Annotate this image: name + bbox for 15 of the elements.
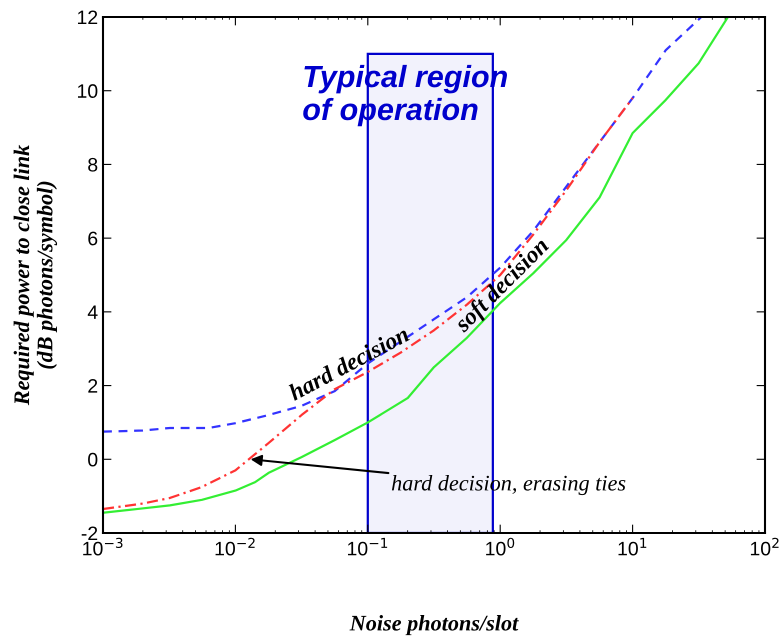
x-tick-label: 10$^{0}$ bbox=[486, 538, 514, 556]
y-tick-label: 12 bbox=[78, 10, 98, 24]
y-tick-label: 4 bbox=[88, 306, 98, 319]
x-tick-label: 10$^{−2}$ bbox=[216, 538, 255, 556]
x-axis-title: Noise photons/slot bbox=[350, 615, 519, 636]
x-tick-label: 10$^{1}$ bbox=[618, 538, 646, 556]
y-tick-label: -2 bbox=[82, 526, 98, 540]
y-tick-label: 10 bbox=[78, 84, 98, 98]
y-tick-label: 6 bbox=[88, 232, 98, 246]
y-tick-label: 2 bbox=[88, 379, 98, 393]
x-tick-label: 10$^{2}$ bbox=[750, 538, 779, 556]
y-axis-title: Required power to close link (dB photons/symbol) bbox=[14, 144, 58, 406]
y-tick-label: 0 bbox=[88, 452, 98, 467]
y-tick-label: 8 bbox=[88, 158, 98, 172]
x-tick-label: 10$^{−1}$ bbox=[348, 538, 388, 556]
